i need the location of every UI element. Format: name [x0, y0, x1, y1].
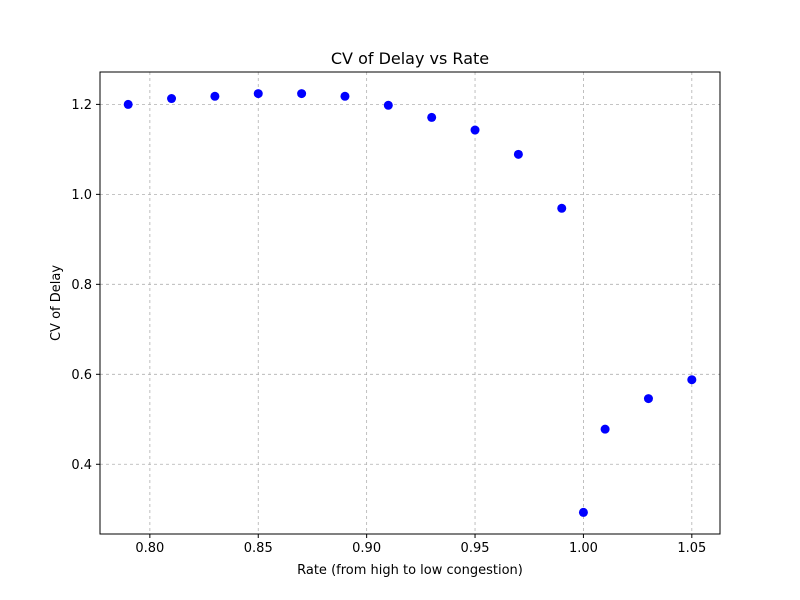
data-point	[253, 89, 263, 99]
x-tick-label: 0.95	[461, 541, 490, 556]
data-point	[557, 203, 567, 213]
y-tick-label: 0.4	[71, 458, 92, 473]
x-tick-label: 1.05	[677, 541, 706, 556]
plot-area-frame	[99, 71, 721, 535]
data-point	[167, 94, 177, 104]
y-tick-label: 0.8	[71, 278, 92, 293]
grid-layer	[100, 72, 720, 534]
data-point	[600, 424, 610, 434]
points-layer	[123, 89, 697, 517]
data-point	[123, 99, 133, 109]
y-tick-label: 0.6	[71, 368, 92, 383]
y-tick-label: 1.0	[71, 188, 92, 203]
data-point	[297, 89, 307, 99]
x-tick-label: 0.90	[352, 541, 381, 556]
x-tick-label: 0.80	[135, 541, 164, 556]
tick-layer: 0.80 0.85 0.90 0.95 1.00 1.05 0.4 0.6 0.8 1.0 1.2	[71, 98, 706, 556]
chart-title: CV of Delay vs Rate	[331, 49, 489, 68]
data-point	[427, 112, 437, 122]
y-axis-label: CV of Delay	[49, 265, 64, 341]
data-point	[210, 91, 220, 101]
data-point	[643, 394, 653, 404]
data-point	[578, 507, 588, 517]
data-point	[340, 91, 350, 101]
data-point	[513, 149, 523, 159]
data-point	[470, 125, 480, 135]
x-axis-label: Rate (from high to low congestion)	[297, 563, 523, 578]
data-point	[687, 375, 697, 385]
x-tick-label: 0.85	[244, 541, 273, 556]
data-point	[383, 100, 393, 110]
y-tick-label: 1.2	[71, 98, 92, 113]
x-tick-label: 1.00	[569, 541, 598, 556]
